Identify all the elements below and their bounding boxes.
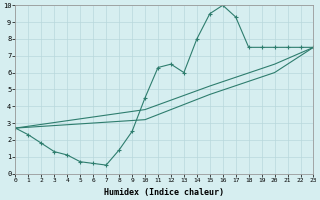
X-axis label: Humidex (Indice chaleur): Humidex (Indice chaleur) [104,188,224,197]
